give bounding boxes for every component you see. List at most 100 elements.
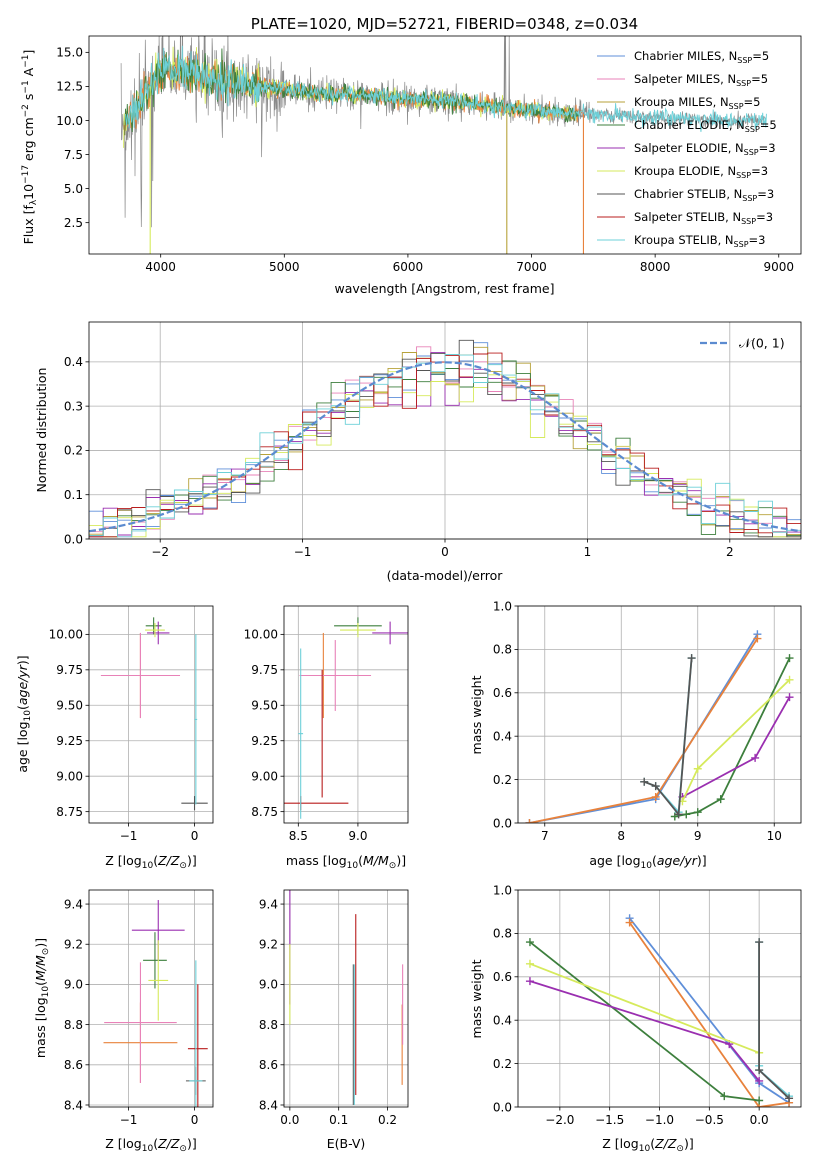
errorbar-point [181,796,208,811]
mass_vs_z-frame [88,889,214,1108]
errorbar-point [145,623,165,638]
age_vs_mass-xtick-label: 8.5 [289,829,308,843]
spectrum-xtick-label: 4000 [145,260,176,274]
spectrum-ylabel: Flux [fλ10−17 erg cm−2 s−1 A−1] [21,50,39,245]
mass-weight-line [681,696,791,798]
age_vs_z-ytick-label: 10.00 [49,628,83,642]
mass_vs_ebv-frame [283,889,409,1108]
legend-label: Kroupa MILES, NSSP=5 [634,95,760,111]
spectrum-xtick-label: 8000 [640,260,671,274]
mass-weight-line [529,941,760,1102]
errorbar-point [147,621,170,645]
plus-marker [753,634,762,643]
errorbar-point [372,621,408,645]
mw-age-ylabel: mass weight [469,675,484,754]
mass_vs_ebv-ytick-label: 9.2 [259,938,278,952]
mass_weight_vs_z-ytick-label: 0.6 [493,970,512,984]
residuals-xlabel: (data-model)/error [387,568,504,583]
spectrum-legend: Chabrier MILES, NSSP=5 Salpeter MILES, NS… [597,49,777,249]
mass-vs-z-ylabel: mass [log10(M/M⊙)] [33,938,51,1058]
residuals-xtick-label: 1 [584,545,592,559]
errorbar-point [340,623,376,638]
mass_weight_vs_z-ytick-label: 0.2 [493,1057,512,1071]
mass-weight-line [628,921,790,1107]
mass_weight_vs_z-xtick-label: 0.0 [750,1113,769,1127]
mass_weight_vs_z-panel: −2.0 −1.5 −1.0 −0.5 0.0 0.0 0.2 0.4 0.6 0.8 1.0 [493,883,802,1127]
mass_weight_vs_z-ytick-label: 1.0 [493,883,512,897]
age_vs_mass-ytick-label: 9.75 [251,663,278,677]
mass_weight_vs_age-panel: 7 8 9 10 0.0 0.2 0.4 0.6 0.8 1.0 [493,599,802,843]
residuals-ticks: −2 −1 0 1 2 0.0 0.1 0.2 0.3 0.4 [64,355,734,559]
residuals-xtick-label: −2 [151,545,169,559]
errorbar-point [298,648,304,819]
residuals-xtick-label: 0 [441,545,449,559]
age_vs_z-panel: −1 0 8.75 9.00 9.25 9.50 9.75 10.00 [49,605,214,843]
mass_weight_vs_z-frame [517,889,802,1108]
mass_weight_vs_age-ytick-label: 0.6 [493,686,512,700]
age_vs_mass-grid [284,606,408,823]
spectrum-xtick-label: 5000 [269,260,300,274]
mw-z-ylabel: mass weight [469,959,484,1038]
plus-marker [525,819,534,823]
mass_weight_vs_z-ytick-label: 0.8 [493,927,512,941]
residuals-ytick-label: 0.2 [64,444,83,458]
mass-weight-line [643,658,693,817]
plus-marker [525,977,534,986]
age-vs-z-xlabel: Z [log10(Z/Z⊙)] [105,853,196,871]
plus-marker [751,753,760,762]
age_vs_z-ytick-label: 9.25 [56,734,83,748]
age_vs_mass-plot-area [284,617,408,819]
age_vs_z-ytick-label: 8.75 [56,805,83,819]
mass_vs_ebv-panel: 0.0 0.1 0.2 8.4 8.6 8.8 9.0 9.2 9.4 [259,889,409,1127]
age_vs_mass-panel: 8.5 9.0 8.75 9.00 9.25 9.50 9.75 10.00 [244,605,409,843]
normal-curve [89,361,801,533]
mass_vs_z-panel: −1 0 8.4 8.6 8.8 9.0 9.2 9.4 [64,889,214,1127]
mass_weight_vs_z-xtick-label: −0.5 [695,1113,724,1127]
errorbar-point [100,632,181,719]
plus-marker [716,795,725,804]
mass_weight_vs_z-xtick-label: −1.5 [595,1113,624,1127]
age_vs_mass-frame [283,605,409,824]
age_vs_z-xtick-label: 0 [191,829,199,843]
spectrum-ytick-label: 12.5 [56,80,83,94]
mass_vs_z-ytick-label: 8.4 [64,1098,83,1112]
errorbar-point [148,940,169,1021]
mass_vs_z-ytick-label: 9.0 [64,978,83,992]
plus-marker [755,1096,764,1105]
age_vs_z-xtick-label: −1 [120,829,138,843]
age_vs_z-plot-area [100,617,208,811]
plus-marker [693,808,702,817]
plus-marker [640,777,649,786]
mass_vs_ebv-ytick-label: 8.4 [259,1098,278,1112]
mass_vs_ebv-xtick-label: 0.0 [280,1113,299,1127]
mass_vs_ebv-ytick-label: 8.8 [259,1018,278,1032]
age_vs_mass-xtick-label: 9.0 [348,829,367,843]
legend-label: 𝒩(0, 1) [739,336,785,351]
mass-weight-line [529,962,760,1054]
mw-z-xlabel: Z [log10(Z/Z⊙)] [602,1136,693,1154]
spectrum-xtick-label: 9000 [763,260,794,274]
spectrum-ytick-label: 5.0 [64,182,83,196]
age_vs_z-frame [88,605,214,824]
legend-label: Chabrier MILES, NSSP=5 [634,49,769,65]
errorbar-point [299,640,372,711]
mw-age-xlabel: age [log10(age/yr)] [589,853,706,871]
spectrum-ticks: 4000 5000 6000 7000 8000 9000 2.5 5.0 7.5 10.0 12.… [56,46,794,274]
legend-label: Chabrier STELIB, NSSP=3 [634,187,774,203]
mass-vs-ebv-xlabel: E(B-V) [327,1136,366,1151]
mass_weight_vs_z-ticks: −2.0 −1.5 −1.0 −0.5 0.0 0.0 0.2 0.4 0.6 0.8 1.0 [493,883,769,1127]
mass_weight_vs_age-xtick-label: 10 [767,829,782,843]
mass_weight_vs_age-frame [517,605,802,824]
age_vs_mass-ytick-label: 8.75 [251,805,278,819]
errorbar-point [194,634,198,805]
plus-marker [693,764,702,773]
residuals-ytick-label: 0.4 [64,355,83,369]
age_vs_mass-ytick-label: 9.50 [251,699,278,713]
mass_weight_vs_age-xtick-label: 7 [541,829,549,843]
mass_vs_ebv-grid [284,890,408,1107]
mass_weight_vs_age-ytick-label: 0.4 [493,730,512,744]
plus-marker [651,782,660,791]
legend-label: Salpeter STELIB, NSSP=3 [634,210,773,226]
mass_vs_ebv-ytick-label: 8.6 [259,1058,278,1072]
